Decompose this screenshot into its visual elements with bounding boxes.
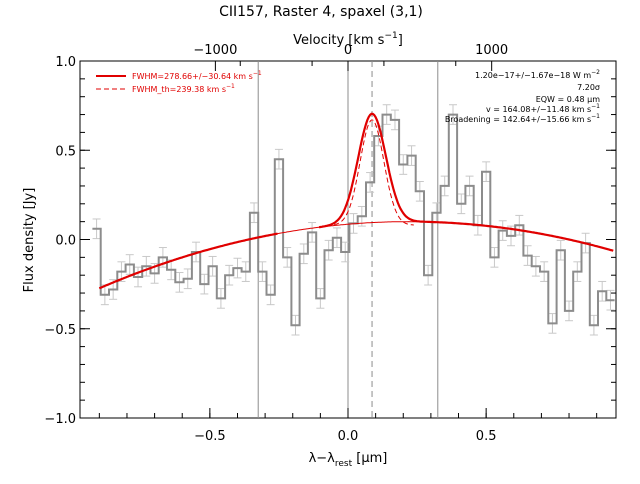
x-tick-label-0: −0.5 xyxy=(194,429,226,444)
data-point xyxy=(245,271,247,273)
data-point xyxy=(178,281,181,283)
y-tick-label-4: 1.0 xyxy=(55,55,76,70)
data-point xyxy=(319,297,321,300)
data-point xyxy=(427,274,429,276)
data-point xyxy=(112,288,114,291)
data-point xyxy=(502,229,504,232)
x-axis-label: λ−λrest [μm] xyxy=(309,451,388,469)
data-point xyxy=(270,294,272,296)
data-point xyxy=(236,267,239,269)
data-point xyxy=(609,299,612,301)
data-point xyxy=(137,276,139,278)
data-point xyxy=(311,231,313,233)
data-point xyxy=(568,310,570,312)
data-point xyxy=(336,237,338,239)
annotations: 1.20e−17+/−1.67e−18 W m−2 7.20σ EQW = 0.… xyxy=(445,69,600,124)
data-point xyxy=(535,265,537,267)
data-point xyxy=(212,265,214,267)
continuum-fit-thin xyxy=(99,221,614,289)
y-tick-label-1: −0.5 xyxy=(44,323,76,338)
data-point xyxy=(377,135,379,137)
legend-entry-fwhm: FWHM=278.66+/−30.64 km s−1 xyxy=(132,70,262,81)
data-point xyxy=(278,158,280,160)
data-point xyxy=(261,271,263,273)
x-tick-label-1: 0.0 xyxy=(338,429,359,444)
annotation-sigma: 7.20σ xyxy=(577,83,600,92)
y-tick-label-3: 0.5 xyxy=(55,144,76,159)
line-fit-thermal-dashed xyxy=(334,119,414,226)
annotation-velocity: v = 164.08+/−11.48 km s−1 xyxy=(486,103,600,114)
data-point xyxy=(104,294,106,296)
data-point xyxy=(593,324,595,326)
data-point xyxy=(444,185,446,187)
data-point xyxy=(228,274,230,276)
data-point xyxy=(435,212,438,214)
data-point xyxy=(576,271,578,273)
data-point xyxy=(303,253,305,255)
data-point xyxy=(220,297,222,300)
chart-title: CII157, Raster 4, spaxel (3,1) xyxy=(219,4,423,20)
data-point xyxy=(95,228,98,230)
data-point xyxy=(452,113,454,116)
data-point xyxy=(328,249,330,251)
data-point xyxy=(510,235,512,237)
data-point xyxy=(286,256,288,258)
data-point xyxy=(526,254,529,257)
data-point xyxy=(410,155,413,157)
data-point xyxy=(419,190,421,192)
data-point xyxy=(145,265,147,267)
data-point xyxy=(518,224,520,226)
line-fit-solid xyxy=(98,112,614,290)
data-point xyxy=(560,249,562,251)
data-point xyxy=(253,212,255,214)
x-tick-label-2: 0.5 xyxy=(476,429,497,444)
data-point xyxy=(361,215,363,217)
data-point xyxy=(294,324,297,326)
annotation-flux: 1.20e−17+/−1.67e−18 W m−2 xyxy=(475,69,600,80)
top-axis-label: Velocity [km s−1] xyxy=(293,31,403,48)
data-point xyxy=(460,203,462,205)
data-point xyxy=(485,171,487,173)
data-point xyxy=(394,119,396,121)
data-point xyxy=(120,271,123,273)
data-point xyxy=(162,256,164,258)
top-tick-label-1: 0 xyxy=(344,43,352,58)
data-point xyxy=(468,185,471,187)
top-tick-label-0: −1000 xyxy=(193,43,237,58)
y-tick-label-0: −1.0 xyxy=(44,412,76,427)
data-point xyxy=(402,163,404,166)
data-point xyxy=(203,283,205,285)
y-axis-label: Flux density [Jy] xyxy=(22,188,37,293)
data-point xyxy=(129,263,131,266)
data-point xyxy=(543,271,545,273)
data-point xyxy=(551,322,554,324)
annotation-broadening: Broadening = 142.64+/−15.66 km s−1 xyxy=(445,113,600,124)
data-point xyxy=(493,256,496,258)
legend: FWHM=278.66+/−30.64 km s−1 FWHM_th=239.3… xyxy=(96,70,262,94)
data-point xyxy=(344,251,346,253)
data-point xyxy=(386,113,388,116)
data-point xyxy=(170,269,172,271)
data-point xyxy=(153,272,156,275)
annotation-eqw: EQW = 0.48 μm xyxy=(536,95,600,104)
legend-entry-fwhm-th: FWHM_th=239.38 km s−1 xyxy=(132,83,235,94)
data-point xyxy=(601,290,603,292)
y-tick-label-2: 0.0 xyxy=(55,234,76,249)
data-point xyxy=(187,278,189,280)
data-point xyxy=(369,181,371,183)
top-tick-label-2: 1000 xyxy=(475,43,508,58)
